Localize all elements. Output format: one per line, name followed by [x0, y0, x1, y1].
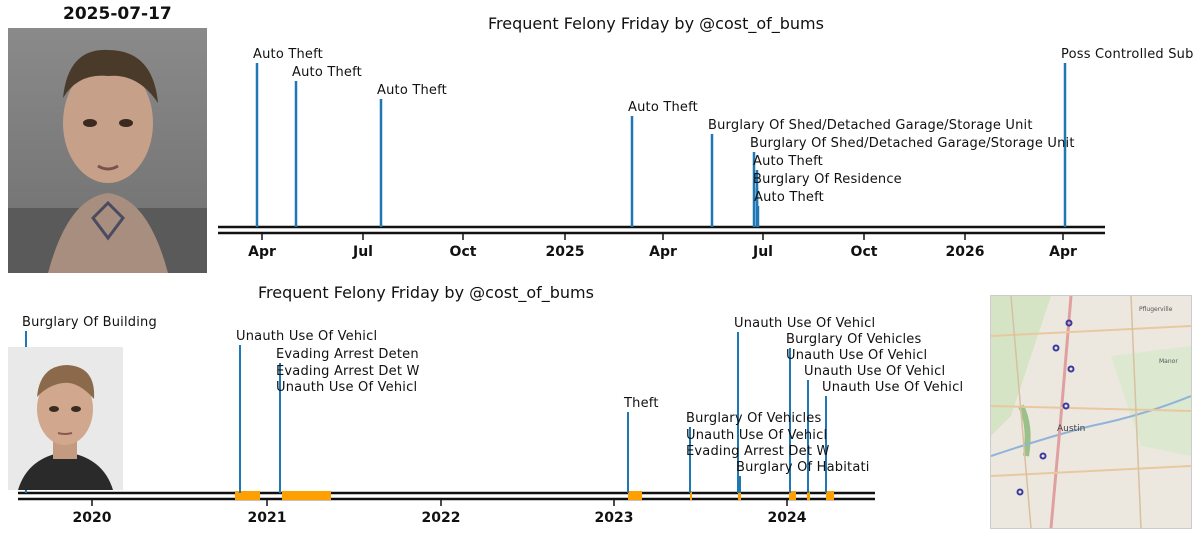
- panel2-event-label: Unauth Use Of Vehicl: [822, 380, 964, 395]
- panel2-event-label: Unauth Use Of Vehicl: [734, 316, 876, 331]
- panel1-event-label: Burglary Of Shed/Detached Garage/Storage…: [750, 136, 1075, 151]
- panel1-event-label: Auto Theft: [754, 190, 824, 205]
- panel1-tick-label: Oct: [850, 244, 878, 260]
- mugshot-2: [8, 347, 123, 490]
- mugshot-2-figure: [18, 365, 113, 490]
- map-label-austin: Austin: [1057, 424, 1086, 434]
- panel1-tick-label: Jul: [753, 244, 773, 260]
- panel2-jail-bar: [807, 491, 810, 500]
- mugshot-1: [8, 28, 207, 273]
- panel1-event-label: Auto Theft: [628, 100, 698, 115]
- panel1-event-label: Auto Theft: [377, 83, 447, 98]
- panel1-event-label: Burglary Of Residence: [753, 172, 902, 187]
- panel2-jail-bar: [690, 491, 692, 500]
- panel2-jail-bar: [235, 491, 260, 500]
- panel2-event-label: Unauth Use Of Vehicl: [236, 329, 378, 344]
- panel1-tick-label: Apr: [649, 244, 677, 260]
- panel2-event-label: Burglary Of Vehicles: [786, 332, 922, 347]
- panel1-event-label: Burglary Of Shed/Detached Garage/Storage…: [708, 118, 1033, 133]
- panel2-event-label: Unauth Use Of Vehicl: [686, 428, 828, 443]
- panel1-tick-label: 2025: [545, 244, 585, 260]
- panel2-tick-label: 2024: [767, 510, 807, 526]
- panel2-jail-bar: [282, 491, 331, 500]
- panel2-jail-bar: [628, 491, 642, 500]
- panel1-tick-label: Oct: [449, 244, 477, 260]
- panel2-event-label: Burglary Of Building: [22, 315, 157, 330]
- panel2-tick-label: 2021: [247, 510, 287, 526]
- panel1-event-label: Auto Theft: [253, 47, 323, 62]
- panel1-tick-label: Apr: [248, 244, 276, 260]
- panel2-event-label: Unauth Use Of Vehicl: [276, 380, 418, 395]
- panel2-event-label: Burglary Of Vehicles: [686, 411, 822, 426]
- panel2-tick-label: 2022: [421, 510, 461, 526]
- panel2-event-label: Unauth Use Of Vehicl: [786, 348, 928, 363]
- map-markers: [1016, 319, 1075, 496]
- map-label-manor: Manor: [1159, 358, 1178, 365]
- panel2-event-label: Evading Arrest Det W: [276, 364, 420, 379]
- map-drawing: [991, 296, 1191, 528]
- panel2-event-label: Evading Arrest Det W: [686, 444, 830, 459]
- panel1-tick-label: 2026: [945, 244, 985, 260]
- map-thumbnail: Austin Pflugerville Manor: [990, 295, 1192, 529]
- panel1-tick-label: Apr: [1049, 244, 1077, 260]
- panel2-event-label: Unauth Use Of Vehicl: [804, 364, 946, 379]
- panel1-date: 2025-07-17: [63, 4, 172, 24]
- panel1-event-label: Poss Controlled Sub: [1061, 47, 1194, 62]
- panel1-title: Frequent Felony Friday by @cost_of_bums: [488, 14, 824, 33]
- panel1-chart: [218, 63, 1105, 240]
- panel2-event-label: Burglary Of Habitati: [736, 460, 870, 475]
- panel1-event-label: Auto Theft: [292, 65, 362, 80]
- panel2-jail-bar: [789, 491, 796, 500]
- panel1-tick-label: Jul: [353, 244, 373, 260]
- panel2-tick-label: 2023: [594, 510, 634, 526]
- mugshot-1-figure: [8, 49, 207, 273]
- panel2-title: Frequent Felony Friday by @cost_of_bums: [258, 283, 594, 302]
- panel2-event-label: Evading Arrest Deten: [276, 347, 419, 362]
- panel2-tick-label: 2020: [72, 510, 112, 526]
- map-label-pflugerville: Pflugerville: [1139, 306, 1173, 313]
- panel2-event-label: Theft: [624, 396, 659, 411]
- panel1-event-label: Auto Theft: [753, 154, 823, 169]
- panel2-jail-bar: [826, 491, 834, 500]
- panel2-jail-bar: [738, 491, 741, 500]
